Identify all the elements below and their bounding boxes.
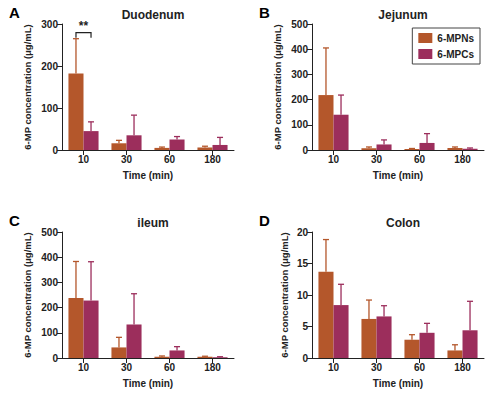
svg-text:500: 500	[41, 227, 58, 238]
svg-text:C: C	[9, 212, 20, 229]
svg-text:300: 300	[41, 277, 58, 288]
svg-text:180: 180	[204, 154, 221, 165]
svg-text:30: 30	[371, 362, 383, 373]
svg-text:6-MP concentration (μg/mL): 6-MP concentration (μg/mL)	[22, 232, 33, 357]
svg-text:180: 180	[454, 362, 471, 373]
svg-text:10: 10	[328, 154, 340, 165]
svg-text:0: 0	[302, 353, 308, 364]
svg-text:400: 400	[41, 252, 58, 263]
svg-text:Time (min): Time (min)	[123, 378, 173, 389]
svg-text:Time (min): Time (min)	[373, 170, 423, 181]
svg-text:400: 400	[291, 44, 308, 55]
svg-text:6-MP concentration (μg/mL): 6-MP concentration (μg/mL)	[272, 24, 283, 149]
svg-text:30: 30	[121, 154, 133, 165]
svg-text:ileum: ileum	[137, 216, 168, 230]
svg-text:Colon: Colon	[386, 216, 420, 230]
svg-text:200: 200	[41, 61, 58, 72]
svg-text:10: 10	[297, 290, 309, 301]
svg-text:**: **	[79, 19, 89, 33]
svg-text:15: 15	[297, 258, 309, 269]
svg-text:6-MPCs: 6-MPCs	[437, 49, 474, 60]
svg-text:Time (min): Time (min)	[373, 378, 423, 389]
svg-text:20: 20	[297, 227, 309, 238]
svg-text:6-MPNs: 6-MPNs	[437, 33, 474, 44]
svg-text:10: 10	[78, 362, 90, 373]
svg-text:D: D	[259, 212, 270, 229]
svg-text:0: 0	[52, 353, 58, 364]
svg-text:60: 60	[164, 362, 176, 373]
svg-text:300: 300	[41, 19, 58, 30]
svg-text:6-MP concentration (μg/mL): 6-MP concentration (μg/mL)	[279, 232, 290, 357]
svg-text:B: B	[259, 4, 270, 21]
svg-text:180: 180	[454, 154, 471, 165]
svg-text:30: 30	[371, 154, 383, 165]
svg-text:200: 200	[291, 94, 308, 105]
svg-text:0: 0	[52, 145, 58, 156]
svg-text:300: 300	[291, 69, 308, 80]
svg-text:0: 0	[302, 145, 308, 156]
svg-text:30: 30	[121, 362, 133, 373]
svg-text:10: 10	[78, 154, 90, 165]
svg-text:500: 500	[291, 19, 308, 30]
svg-text:60: 60	[414, 154, 426, 165]
svg-text:100: 100	[291, 119, 308, 130]
svg-text:180: 180	[204, 362, 221, 373]
svg-text:Duodenum: Duodenum	[122, 8, 185, 22]
svg-text:100: 100	[41, 103, 58, 114]
svg-text:100: 100	[41, 327, 58, 338]
svg-text:5: 5	[302, 321, 308, 332]
svg-text:60: 60	[164, 154, 176, 165]
svg-text:200: 200	[41, 302, 58, 313]
svg-text:Time (min): Time (min)	[123, 170, 173, 181]
svg-text:6-MP concentration (μg/mL): 6-MP concentration (μg/mL)	[22, 24, 33, 149]
svg-text:Jejunum: Jejunum	[378, 8, 427, 22]
svg-text:10: 10	[328, 362, 340, 373]
svg-text:60: 60	[414, 362, 426, 373]
svg-text:A: A	[9, 4, 20, 21]
